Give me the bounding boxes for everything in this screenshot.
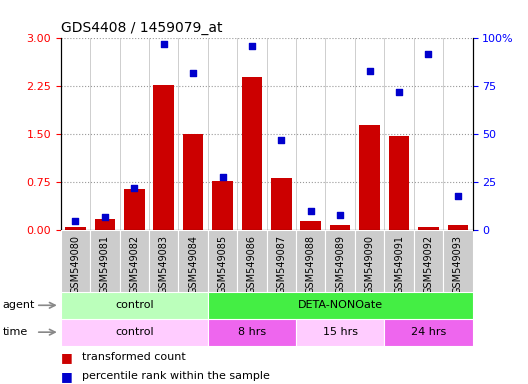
Bar [384,230,414,292]
Bar [296,230,325,292]
Bar [208,230,237,292]
Text: 15 hrs: 15 hrs [323,327,357,337]
Text: GSM549083: GSM549083 [159,235,168,294]
Bar [90,230,119,292]
Point [454,193,462,199]
Bar [325,230,355,292]
Bar [355,230,384,292]
Text: control: control [115,327,154,337]
Bar [61,292,208,319]
Bar [448,225,468,230]
Bar [300,221,321,230]
Bar [330,225,351,230]
Point [248,43,256,49]
Text: GDS4408 / 1459079_at: GDS4408 / 1459079_at [61,21,222,35]
Point [277,137,286,143]
Point [218,174,227,180]
Bar [242,77,262,230]
Bar [384,319,473,346]
Text: 24 hrs: 24 hrs [411,327,446,337]
Bar [208,292,473,319]
Bar [418,227,439,230]
Bar [237,230,267,292]
Text: ■: ■ [61,351,72,364]
Bar [154,85,174,230]
Bar [95,219,115,230]
Bar [61,319,208,346]
Text: GSM549081: GSM549081 [100,235,110,294]
Text: GSM549086: GSM549086 [247,235,257,294]
Point [336,212,344,218]
Text: GSM549082: GSM549082 [129,235,139,295]
Text: transformed count: transformed count [82,352,185,362]
Bar [124,189,145,230]
Bar [183,134,203,230]
Point [189,70,197,76]
Bar [65,227,86,230]
Point [71,218,80,224]
Bar [267,230,296,292]
Text: GSM549093: GSM549093 [453,235,463,294]
Point [130,185,138,191]
Text: percentile rank within the sample: percentile rank within the sample [82,371,270,381]
Bar [443,230,473,292]
Bar [119,230,149,292]
Text: GSM549090: GSM549090 [365,235,374,294]
Text: time: time [3,327,28,337]
Point [395,89,403,95]
Text: 8 hrs: 8 hrs [238,327,266,337]
Text: GSM549087: GSM549087 [276,235,286,295]
Text: GSM549080: GSM549080 [70,235,80,294]
Bar [296,319,384,346]
Bar [414,230,443,292]
Bar [208,319,296,346]
Text: agent: agent [3,300,35,310]
Text: GSM549089: GSM549089 [335,235,345,294]
Point [101,214,109,220]
Text: GSM549085: GSM549085 [218,235,228,295]
Bar [271,178,291,230]
Bar [212,181,233,230]
Text: ■: ■ [61,370,72,383]
Bar [61,230,90,292]
Bar [389,136,409,230]
Text: control: control [115,300,154,310]
Text: GSM549092: GSM549092 [423,235,433,295]
Text: GSM549091: GSM549091 [394,235,404,294]
Point [424,51,432,57]
Text: GSM549084: GSM549084 [188,235,198,294]
Text: DETA-NONOate: DETA-NONOate [298,300,383,310]
Point [365,68,374,74]
Bar [149,230,178,292]
Point [159,41,168,47]
Bar [178,230,208,292]
Bar [359,125,380,230]
Point [307,208,315,214]
Text: GSM549088: GSM549088 [306,235,316,294]
